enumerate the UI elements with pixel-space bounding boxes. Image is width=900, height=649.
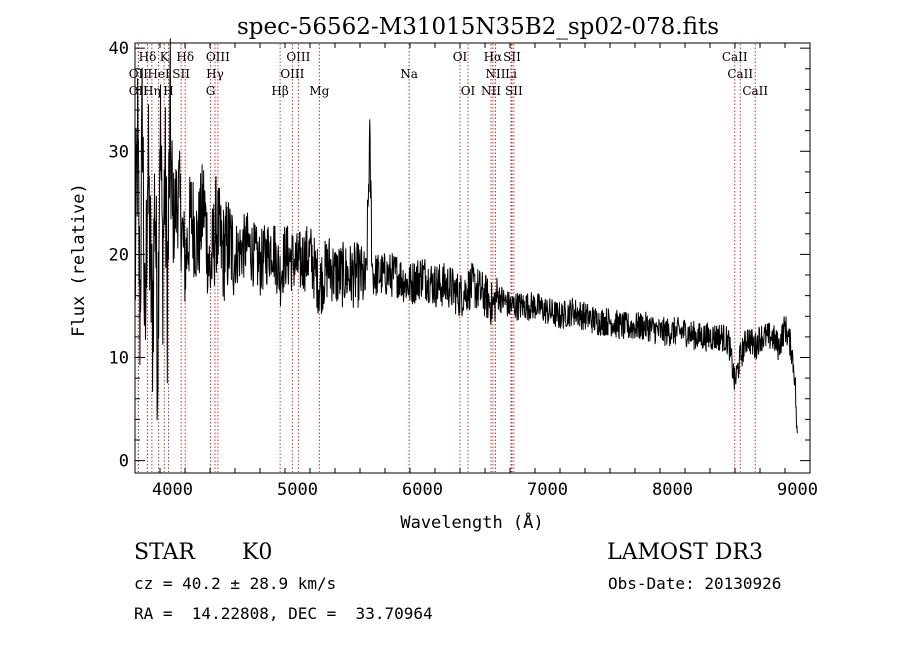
marker-label: OII: [129, 67, 149, 81]
marker-label: H: [163, 84, 173, 98]
marker-label: NII: [481, 84, 501, 98]
marker-label: CaII: [742, 84, 768, 98]
x-tick-label: 7000: [527, 480, 568, 500]
plot-frame: [134, 42, 811, 474]
x-tick-label: 4000: [152, 480, 193, 500]
marker-label: OIII: [280, 67, 304, 81]
marker-label: Hδ: [139, 50, 157, 64]
marker-label: OII: [129, 84, 149, 98]
marker-label: Hδ: [176, 50, 194, 64]
chart-title: spec-56562-M31015N35B2_sp02-078.fits: [237, 14, 719, 40]
marker-label: SII: [172, 67, 190, 81]
marker-label: Mg: [309, 84, 329, 98]
x-tick-label: 6000: [402, 480, 443, 500]
y-tick-label: 10: [109, 349, 129, 369]
marker-label: NII: [486, 67, 506, 81]
obs-date-line: Obs-Date: 20130926: [608, 574, 782, 593]
spectrum-series: [134, 38, 798, 434]
object-subclass: K0: [242, 540, 273, 565]
marker-label: OI: [453, 50, 468, 64]
marker-label: OIII: [286, 50, 310, 64]
y-tick-label: 20: [109, 245, 129, 265]
marker-label: G: [206, 84, 216, 98]
marker-label: SII: [503, 50, 521, 64]
survey-name: LAMOST DR3: [607, 540, 763, 565]
marker-label: Na: [400, 67, 418, 81]
y-axis-label: Flux (relative): [69, 183, 89, 337]
x-axis: 4000 5000 6000 7000 8000 9000: [134, 43, 818, 500]
marker-label: HeI: [147, 67, 170, 81]
y-tick-label: 40: [109, 39, 129, 59]
marker-label: Hβ: [271, 84, 288, 98]
marker-label: OI: [461, 84, 476, 98]
marker-label: SII: [505, 84, 523, 98]
x-axis-label: Wavelength (Å): [400, 511, 543, 533]
x-tick-label: 9000: [777, 480, 818, 500]
y-tick-label: 0: [119, 452, 129, 472]
marker-label: OIII: [206, 50, 230, 64]
y-tick-label: 30: [109, 142, 129, 162]
marker-label: K: [160, 50, 170, 64]
marker-label: CaII: [722, 50, 748, 64]
marker-label: Hγ: [206, 67, 224, 81]
marker-label: Hη: [143, 84, 161, 98]
marker-label: Hα: [484, 50, 503, 64]
x-tick-label: 8000: [652, 480, 693, 500]
redshift-line: cz = 40.2 ± 28.9 km/s: [134, 574, 337, 593]
object-class: STAR: [134, 540, 195, 565]
marker-label: CaII: [727, 67, 753, 81]
x-tick-label: 5000: [277, 480, 318, 500]
marker-label: Li: [505, 67, 517, 81]
coordinates-line: RA = 14.22808, DEC = 33.70964: [134, 604, 433, 623]
spectrum-chart: spec-56562-M31015N35B2_sp02-078.fits Hδ K…: [69, 14, 818, 533]
spectrum-line: [134, 38, 798, 434]
y-axis: 0 10 20 30 40: [109, 39, 810, 472]
